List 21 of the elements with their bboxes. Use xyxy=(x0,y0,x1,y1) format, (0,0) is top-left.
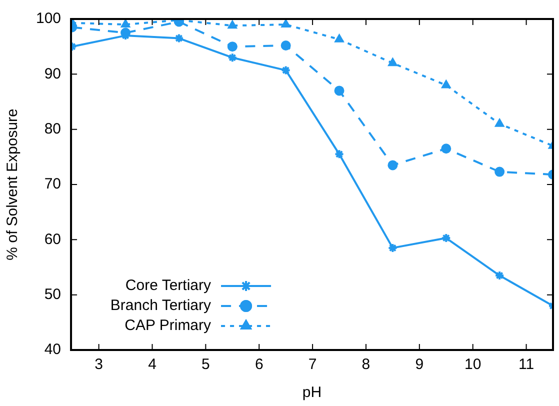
legend-label: Core Tertiary xyxy=(125,277,212,294)
x-tick-label: 6 xyxy=(254,356,264,374)
x-tick-label: 9 xyxy=(415,356,424,374)
y-tick-label: 40 xyxy=(44,341,62,358)
x-tick-label: 10 xyxy=(464,356,482,374)
legend-label: Branch Tertiary xyxy=(110,297,212,314)
x-tick-label: 8 xyxy=(362,356,370,374)
y-tick-label: 50 xyxy=(44,286,62,303)
y-tick-label: 100 xyxy=(36,10,62,28)
y-tick-label: 60 xyxy=(44,230,62,248)
x-tick-label: 3 xyxy=(94,356,103,374)
y-tick-label: 90 xyxy=(44,65,62,82)
legend-label: CAP Primary xyxy=(124,317,212,334)
x-tick-label: 7 xyxy=(308,356,317,374)
x-tick-label: 5 xyxy=(202,356,210,374)
x-tick-label: 11 xyxy=(518,356,534,374)
y-tick-label: 80 xyxy=(44,120,62,138)
x-tick-label: 4 xyxy=(148,356,156,374)
x-axis-title: pH xyxy=(302,384,322,402)
y-axis-title: % of Solvent Exposure xyxy=(4,108,22,260)
y-tick-label: 70 xyxy=(44,176,62,193)
